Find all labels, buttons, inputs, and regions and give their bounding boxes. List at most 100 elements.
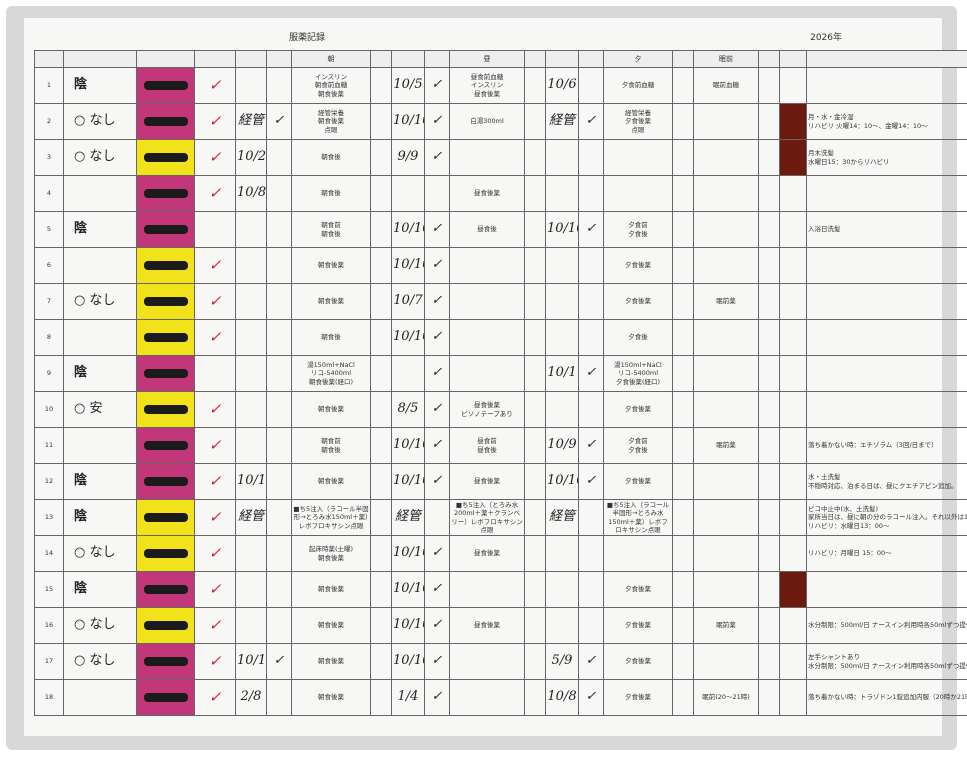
status-cell: 陰 [63,571,137,608]
name-cell [136,427,195,464]
ms-cell [370,391,392,428]
check-cell [194,211,236,248]
ns-cell [524,427,546,464]
mtext-cell: 朝食後薬 [291,283,371,320]
no-cell: 2 [34,103,64,140]
status-cell [63,679,137,716]
check-cell: ✓ [194,319,236,356]
sheet-header: 服薬記録 2026年 [34,22,932,52]
nd-cell: 10/10 [391,607,425,644]
ec-cell [578,391,604,428]
header-cell [524,50,546,68]
header-cell [34,50,64,68]
ns-cell [524,607,546,644]
ntext-cell [449,679,525,716]
header-cell [391,50,425,68]
mg-cell [235,283,267,320]
name-cell [136,319,195,356]
es-cell [672,679,694,716]
header-cell [545,50,579,68]
etext-cell: 夕食後薬 [603,679,673,716]
mc-cell [266,499,292,536]
record-row: 9 陰湯150ml+NaCl リコ-5400ml 朝食後薬(経口) ✓ 10/1 ✓ 湯1… [34,355,967,392]
dot-cell [779,427,807,464]
no-cell: 7 [34,283,64,320]
ec-cell [578,175,604,212]
note-cell [806,283,967,320]
ed-cell [545,535,579,572]
bed-cell [693,643,759,680]
record-row: 7 ○ なし ✓ 朝食後薬 10/7 ✓ 夕食後薬 眠前薬 [34,283,967,320]
ms-cell [370,139,392,176]
dot-cell [779,391,807,428]
ed-cell [545,175,579,212]
etext-cell [603,535,673,572]
mc-cell [266,607,292,644]
nd-cell: 10/10 [391,319,425,356]
nc-cell: ✓ [424,571,450,608]
ed-cell: 10/8 [545,679,579,716]
mc-cell [266,283,292,320]
no-cell: 3 [34,139,64,176]
nd-cell: 10/10 [391,571,425,608]
ed-cell [545,391,579,428]
ec-cell: ✓ [578,355,604,392]
ec-cell [578,67,604,104]
ntext-cell [449,571,525,608]
check-cell: ✓ [194,391,236,428]
bed-cell: 眠前血糖 [693,67,759,104]
etext-cell: 夕食後 [603,319,673,356]
status-cell: 陰 [63,355,137,392]
ns-cell [524,391,546,428]
etext-cell: 経管栄養 夕食後薬 点眼 [603,103,673,140]
ec-cell: ✓ [578,679,604,716]
dot-cell [779,139,807,176]
ns-cell [524,211,546,248]
ntext-cell: 昼食後薬 [449,535,525,572]
nd-cell: 10/10 [391,211,425,248]
bs-cell [758,319,780,356]
redacted-name [143,153,188,162]
bs-cell [758,499,780,536]
ns-cell [524,571,546,608]
es-cell [672,283,694,320]
bed-cell [693,139,759,176]
mc-cell [266,679,292,716]
nc-cell: ✓ [424,139,450,176]
dot-cell [779,319,807,356]
mg-cell: 経管 [235,103,267,140]
mtext-cell: 朝食後 [291,139,371,176]
no-cell: 12 [34,463,64,500]
etext-cell: 夕食後薬 [603,247,673,284]
ms-cell [370,175,392,212]
ec-cell: ✓ [578,643,604,680]
record-row: 18 ✓ 2/8 朝食後薬 1/4 ✓ 10/8 ✓ 夕食後薬 眠前(20〜21時) 落ち着かない時… [34,679,967,716]
ed-cell [545,283,579,320]
ns-cell [524,103,546,140]
header-cell: 昼 [449,50,525,68]
sheet-title: 服薬記録 [289,33,326,43]
mtext-cell: 起床時薬(土曜) 朝食後薬 [291,535,371,572]
ns-cell [524,67,546,104]
es-cell [672,463,694,500]
nc-cell: ✓ [424,283,450,320]
nd-cell [391,175,425,212]
header-cell: 夕 [603,50,673,68]
ns-cell [524,247,546,284]
redacted-name [143,441,188,450]
nd-cell: 10/10 [391,427,425,464]
ms-cell [370,499,392,536]
etext-cell [603,175,673,212]
dot-cell [779,175,807,212]
record-row: 13 陰 ✓ 経管 ■ち5注入（ラコール半固形→とろみ水150ml＋薬）レボフロキサシン… [34,499,967,536]
ec-cell: ✓ [578,103,604,140]
bed-cell: 眠前薬 [693,607,759,644]
ntext-cell [449,283,525,320]
no-cell: 16 [34,607,64,644]
redacted-name [143,621,188,630]
record-row: 2○ なし✓経管✓経管栄養 朝食後薬 点眼10/10✓白湯300ml経管✓経管栄… [34,103,967,140]
check-cell [194,355,236,392]
redacted-name [143,369,188,378]
status-cell: ○ なし [63,607,137,644]
dot-cell [779,571,807,608]
